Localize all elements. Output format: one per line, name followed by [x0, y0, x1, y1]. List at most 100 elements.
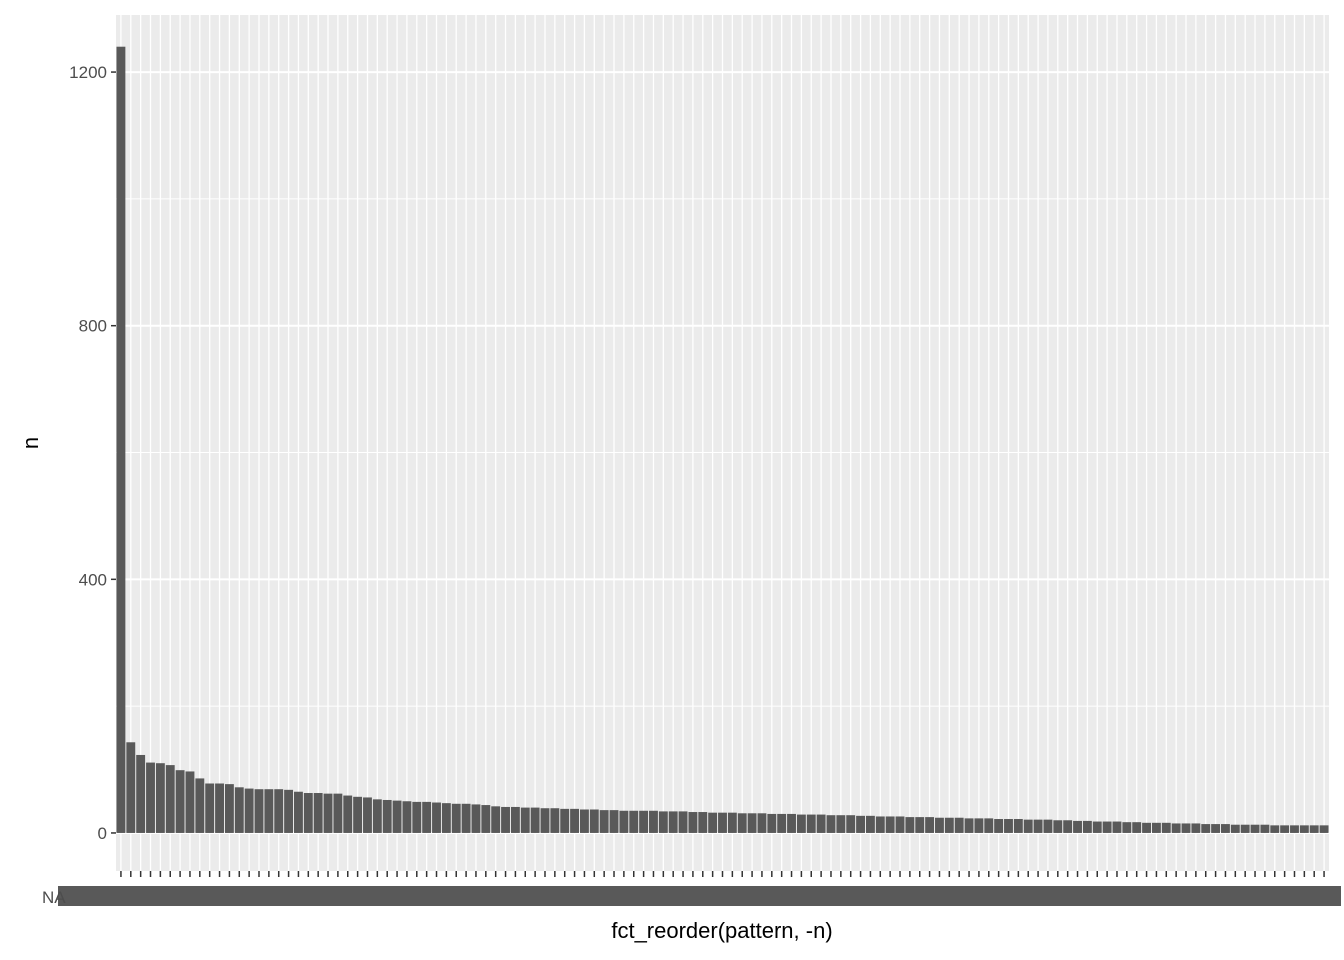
bar: [935, 817, 944, 833]
bar: [363, 797, 372, 833]
bar: [619, 810, 629, 833]
bar: [205, 783, 215, 833]
bar: [964, 818, 974, 833]
bar: [698, 812, 708, 833]
bar: [1250, 824, 1260, 833]
bar: [678, 811, 688, 833]
bar: [372, 799, 382, 833]
bar: [796, 814, 806, 833]
bar: [234, 787, 244, 833]
bar: [441, 803, 451, 833]
bar: [224, 784, 234, 833]
bar: [294, 791, 303, 833]
bar: [540, 808, 550, 833]
bar: [925, 817, 935, 833]
bar: [944, 817, 954, 833]
bar: [787, 813, 796, 833]
bar: [885, 816, 895, 833]
y-axis: 0 400 800 1200: [69, 63, 116, 843]
bar: [589, 809, 599, 833]
bar: [264, 789, 274, 833]
bar: [343, 795, 353, 833]
bar: [915, 817, 925, 833]
bar: [1181, 823, 1191, 833]
bar: [1221, 824, 1230, 833]
bar: [520, 807, 530, 833]
bar: [126, 742, 136, 833]
bar: [165, 765, 175, 833]
bar: [668, 811, 678, 833]
bar: [136, 754, 146, 833]
bar: [826, 815, 836, 833]
bar: [1013, 819, 1023, 833]
bars: [116, 46, 1329, 833]
bar: [244, 788, 254, 833]
bar: [1201, 824, 1211, 833]
bar: [175, 770, 185, 833]
x-tick-labels-overlap: [58, 886, 1341, 906]
bar: [984, 818, 994, 833]
bar: [1171, 823, 1181, 833]
x-tick-label: NA: [42, 888, 66, 907]
bar: [1102, 821, 1112, 833]
bar: [501, 806, 510, 833]
bar: [658, 811, 668, 833]
bar: [382, 799, 392, 833]
y-tick-label: 0: [98, 824, 107, 843]
bar: [1309, 825, 1319, 833]
bar: [471, 804, 481, 833]
bar: [1299, 825, 1309, 833]
bar: [254, 789, 264, 833]
bar: [402, 801, 412, 833]
bar: [323, 793, 333, 833]
bar: [1063, 820, 1073, 833]
bar: [1122, 822, 1132, 833]
x-axis-title: fct_reorder(pattern, -n): [611, 918, 832, 943]
bar: [579, 809, 589, 833]
bar: [432, 802, 441, 833]
bar: [1290, 825, 1299, 833]
y-tick-label: 800: [79, 317, 107, 336]
bar: [905, 817, 915, 833]
bar: [1319, 825, 1329, 833]
bar: [1092, 821, 1102, 833]
bar: [1112, 821, 1122, 833]
bar: [599, 810, 609, 833]
bar: [215, 783, 224, 833]
bar: [1240, 824, 1250, 833]
bar: [313, 793, 323, 833]
bar: [856, 815, 866, 833]
bar: [1132, 822, 1142, 833]
bar: [1033, 819, 1043, 833]
bar: [333, 793, 343, 833]
x-axis: NA: [42, 871, 1341, 907]
bar: [1151, 822, 1161, 833]
bar: [649, 810, 658, 833]
bar: [816, 814, 826, 833]
bar: [1082, 820, 1092, 833]
bar: [195, 778, 205, 833]
bar: [718, 812, 727, 833]
bar: [609, 810, 619, 833]
bar: [510, 806, 520, 833]
bar: [422, 801, 432, 833]
bar: [284, 789, 294, 833]
bar: [185, 771, 195, 833]
bar: [639, 810, 649, 833]
bar: [875, 816, 885, 833]
bar: [895, 816, 905, 833]
bar: [708, 812, 718, 833]
bar: [412, 801, 422, 833]
bar: [777, 813, 787, 833]
bar: [155, 763, 165, 833]
bar: [1004, 819, 1013, 833]
bar: [1142, 822, 1151, 833]
bar: [481, 805, 491, 833]
bar: [1073, 820, 1082, 833]
bar: [491, 806, 501, 833]
y-tick-label: 1200: [69, 63, 107, 82]
bar: [461, 803, 471, 833]
bar: [767, 813, 777, 833]
bar: [1260, 824, 1270, 833]
